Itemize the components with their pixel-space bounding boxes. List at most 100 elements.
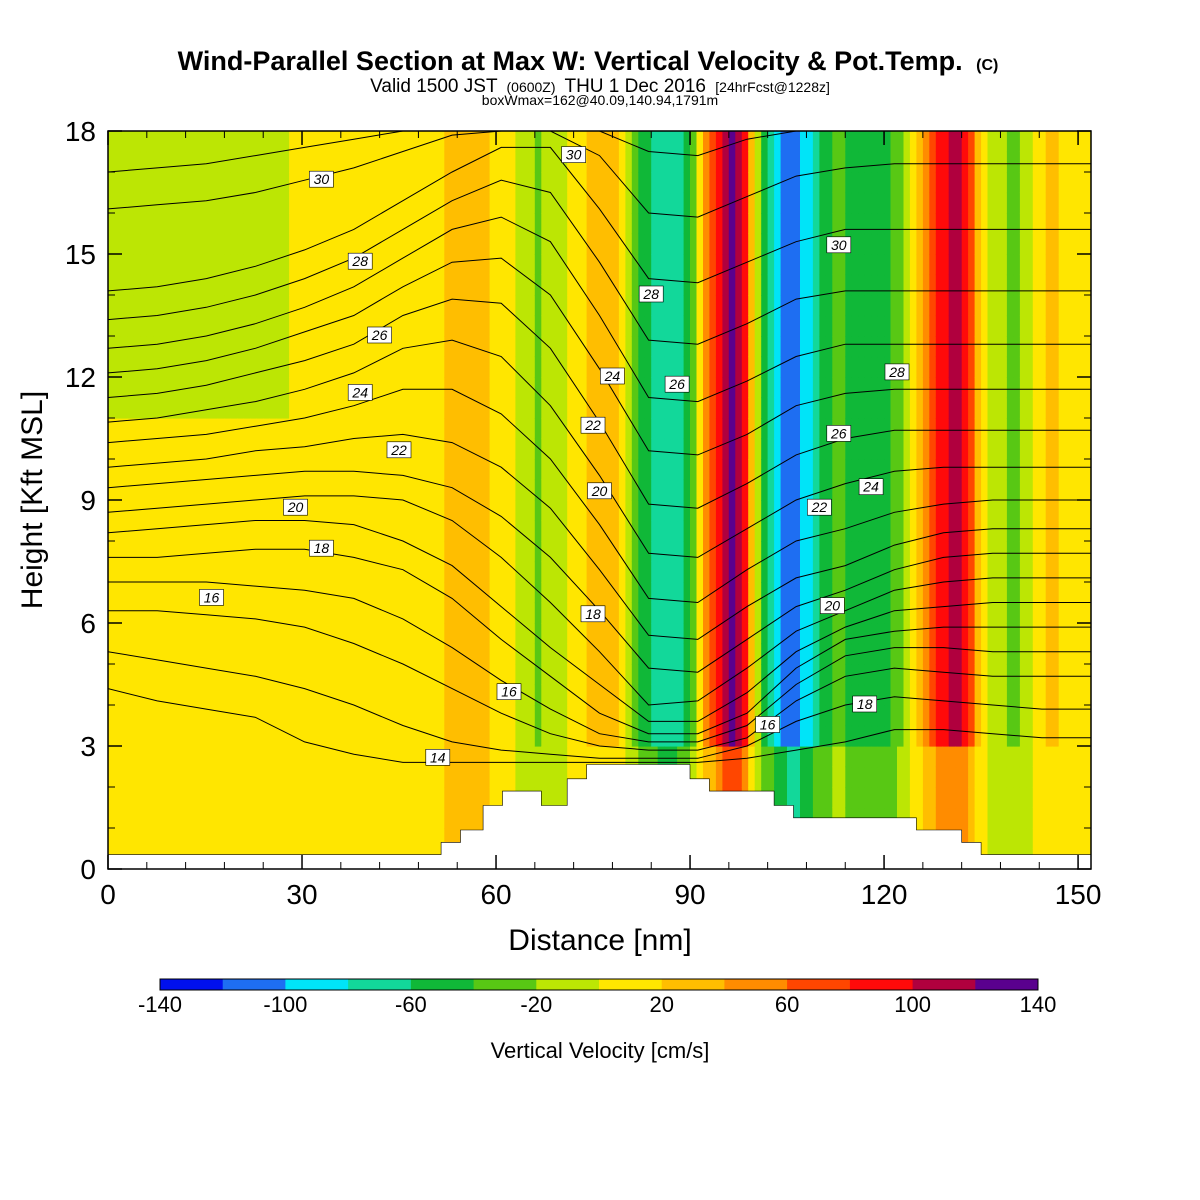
vv-cell [741,192,749,214]
vv-cell [767,561,775,583]
vv-cell [696,254,704,276]
vv-cell [968,561,976,583]
vv-cell [340,438,348,460]
vv-cell [444,459,452,481]
vv-cell [282,643,290,665]
vv-cell [987,295,995,317]
vv-cell [340,541,348,563]
vv-cell [987,172,995,194]
vv-cell [864,766,872,788]
vv-cell [263,254,271,276]
vv-cell [528,172,536,194]
vv-cell [560,418,568,440]
vv-cell [250,787,258,809]
vv-cell [644,295,652,317]
vv-cell [974,438,982,460]
vv-cell [916,315,924,337]
vv-cell [890,131,898,153]
vv-cell [127,418,135,440]
vv-cell [890,520,898,542]
vv-cell [703,192,711,214]
vv-cell [787,213,795,235]
vv-cell [140,541,148,563]
vv-cell [476,131,484,153]
vv-cell [922,684,930,706]
vv-cell [774,725,782,747]
vv-cell [392,459,400,481]
vv-cell [948,151,956,173]
vv-cell [496,643,504,665]
vv-cell [120,213,128,235]
vv-cell [217,459,225,481]
vv-cell [217,397,225,419]
vv-cell [431,807,439,829]
vv-cell [787,479,795,501]
vv-cell [373,664,381,686]
vv-cell [289,520,297,542]
vv-cell [431,828,439,850]
vv-cell [948,664,956,686]
vv-cell [890,582,898,604]
vv-cell [670,356,678,378]
vv-cell [871,623,879,645]
vv-cell [198,233,206,255]
vv-cell [541,213,549,235]
vv-cell [114,684,122,706]
vv-cell [192,274,200,296]
vv-cell [198,418,206,440]
vv-cell [761,315,769,337]
vv-cell [580,705,588,727]
vv-cell [987,315,995,337]
vv-cell [133,213,141,235]
vv-cell [909,172,917,194]
vv-cell [179,336,187,358]
vv-cell [334,684,342,706]
vv-cell [728,213,736,235]
vv-cell [651,151,659,173]
vv-cell [360,807,368,829]
vv-cell [302,582,310,604]
vv-cell [819,582,827,604]
vv-cell [463,500,471,522]
vv-cell [450,233,458,255]
vv-cell [851,397,859,419]
vv-cell [308,151,316,173]
vv-cell [386,746,394,768]
vv-cell [599,315,607,337]
vv-cell [224,192,232,214]
vv-cell [528,479,536,501]
vv-cell [884,295,892,317]
vv-cell [916,397,924,419]
vv-cell [968,131,976,153]
vv-cell [205,746,213,768]
vv-cell [108,418,116,440]
vv-cell [909,520,917,542]
vv-cell [140,766,148,788]
vv-cell [289,623,297,645]
vv-cell [392,643,400,665]
vv-cell [276,807,284,829]
vv-cell [321,520,329,542]
vv-cell [256,192,264,214]
vv-cell [864,213,872,235]
vv-cell [994,315,1002,337]
vv-cell [269,828,277,850]
vv-cell [974,397,982,419]
vv-cell [761,602,769,624]
vv-cell [282,418,290,440]
vv-cell [916,766,924,788]
vv-cell [832,725,840,747]
vv-cell [715,746,723,768]
vv-cell [618,705,626,727]
vv-cell [146,397,154,419]
vv-cell [728,131,736,153]
vv-cell [166,295,174,317]
vv-cell [489,561,497,583]
vv-cell [554,438,562,460]
vv-cell [754,233,762,255]
vv-cell [560,787,568,809]
vv-cell [515,438,523,460]
vv-cell [444,274,452,296]
vv-cell [470,295,478,317]
vv-cell [909,418,917,440]
